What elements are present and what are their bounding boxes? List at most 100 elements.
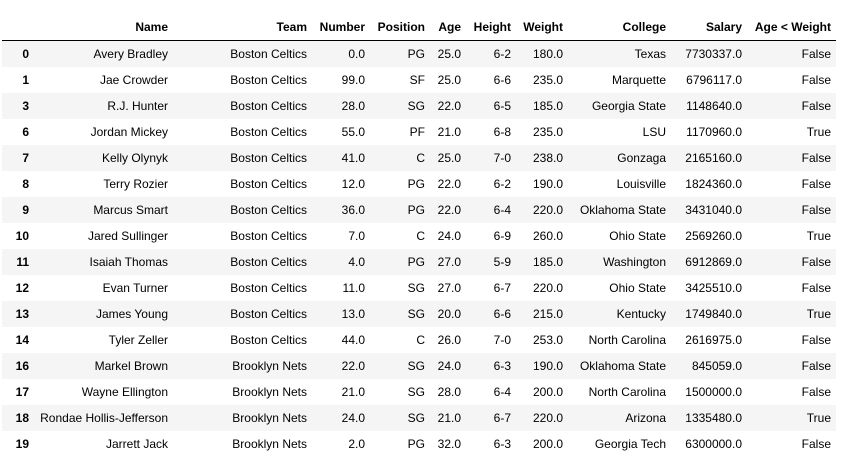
cell-height: 6-6 (493, 73, 511, 87)
table-row: 8 Terry Rozier Boston Celtics 12.0 PG 22.0 6-2… (2, 171, 836, 197)
cell-age: 22.0 (437, 177, 461, 191)
row-index: 6 (22, 125, 29, 139)
cell-height: 6-2 (493, 47, 511, 61)
cell-position: PG (407, 203, 425, 217)
cell-number: 24.0 (341, 411, 365, 425)
cell-salary: 6300000.0 (685, 437, 742, 451)
cell-team: Boston Celtics (230, 99, 307, 113)
row-index: 12 (15, 281, 29, 295)
row-index: 11 (16, 255, 29, 269)
column-header-age: Age (430, 14, 466, 41)
cell-team: Boston Celtics (230, 255, 307, 269)
cell-name: Wayne Ellington (81, 385, 168, 399)
cell-number: 28.0 (341, 99, 365, 113)
cell-team: Boston Celtics (230, 47, 307, 61)
cell-position: SF (409, 73, 425, 87)
cell-number: 41.0 (341, 151, 365, 165)
cell-age: 28.0 (437, 385, 461, 399)
cell-team: Brooklyn Nets (232, 385, 307, 399)
cell-team: Boston Celtics (230, 333, 307, 347)
cell-number: 0.0 (348, 47, 365, 61)
table-row: 13 James Young Boston Celtics 13.0 SG 20.0 6-6… (2, 301, 836, 327)
cell-salary: 1500000.0 (685, 385, 742, 399)
table-row: 7 Kelly Olynyk Boston Celtics 41.0 C 25.0 7-0 2… (2, 145, 836, 171)
cell-salary: 2569260.0 (685, 229, 742, 243)
cell-number: 4.0 (348, 255, 365, 269)
cell-age: 26.0 (437, 333, 461, 347)
cell-number: 55.0 (341, 125, 365, 139)
table-row: 3 R.J. Hunter Boston Celtics 28.0 SG 22.0 6-5 1… (2, 93, 836, 119)
cell-college: North Carolina (588, 333, 666, 347)
cell-age-lt-weight: False (801, 437, 831, 451)
cell-salary: 7730337.0 (685, 47, 742, 61)
cell-age-lt-weight: False (801, 255, 831, 269)
cell-age-lt-weight: True (806, 307, 831, 321)
cell-team: Boston Celtics (230, 125, 307, 139)
cell-salary: 2165160.0 (685, 151, 742, 165)
cell-name: Jordan Mickey (90, 125, 168, 139)
table-row: 12 Evan Turner Boston Celtics 11.0 SG 27.0 6-7… (2, 275, 836, 301)
row-index: 18 (15, 411, 29, 425)
cell-name: Tyler Zeller (108, 333, 168, 347)
cell-salary: 1170960.0 (686, 125, 742, 139)
cell-weight: 220.0 (532, 411, 563, 425)
table-row: 18 Rondae Hollis-Jefferson Brooklyn Nets 24… (2, 405, 836, 431)
cell-position: SG (407, 281, 425, 295)
cell-college: Washington (603, 255, 666, 269)
cell-position: PG (407, 437, 425, 451)
column-header-salary: Salary (671, 14, 747, 41)
cell-age-lt-weight: False (801, 333, 831, 347)
cell-age: 27.0 (437, 255, 461, 269)
cell-team: Boston Celtics (230, 229, 307, 243)
cell-weight: 180.0 (532, 47, 563, 61)
cell-age: 20.0 (437, 307, 461, 321)
cell-weight: 260.0 (532, 229, 563, 243)
row-index: 13 (15, 307, 29, 321)
cell-salary: 1148640.0 (686, 99, 742, 113)
cell-age-lt-weight: False (801, 99, 831, 113)
cell-number: 7.0 (348, 229, 365, 243)
cell-salary: 3431040.0 (685, 203, 742, 217)
cell-age: 25.0 (437, 151, 461, 165)
column-header-college: College (568, 14, 671, 41)
cell-college: Gonzaga (617, 151, 666, 165)
cell-name: James Young (95, 307, 168, 321)
cell-position: SG (407, 385, 425, 399)
cell-name: Kelly Olynyk (101, 151, 168, 165)
cell-weight: 253.0 (532, 333, 563, 347)
cell-height: 6-3 (493, 359, 511, 373)
row-index: 9 (22, 203, 29, 217)
cell-number: 13.0 (341, 307, 365, 321)
cell-weight: 185.0 (532, 99, 563, 113)
cell-weight: 200.0 (532, 385, 563, 399)
cell-weight: 220.0 (532, 203, 563, 217)
cell-college: Georgia State (591, 99, 666, 113)
cell-college: LSU (642, 125, 666, 139)
cell-age: 22.0 (437, 99, 461, 113)
cell-age-lt-weight: False (801, 177, 831, 191)
row-index: 8 (22, 177, 29, 191)
cell-number: 2.0 (348, 437, 365, 451)
cell-team: Brooklyn Nets (232, 359, 307, 373)
cell-college: Arizona (625, 411, 666, 425)
cell-weight: 215.0 (532, 307, 563, 321)
cell-height: 6-5 (493, 99, 511, 113)
cell-name: Avery Bradley (93, 47, 168, 61)
cell-salary: 6912869.0 (685, 255, 742, 269)
cell-number: 99.0 (341, 73, 365, 87)
column-header-name: Name (34, 14, 173, 41)
cell-name: Jared Sullinger (87, 229, 168, 243)
table-row: 17 Wayne Ellington Brooklyn Nets 21.0 SG 28.0… (2, 379, 836, 405)
cell-college: Texas (634, 47, 666, 61)
cell-age-lt-weight: False (801, 73, 831, 87)
row-index: 3 (22, 99, 29, 113)
cell-age-lt-weight: False (801, 151, 831, 165)
table-row: 16 Markel Brown Brooklyn Nets 22.0 SG 24.0 6-3… (2, 353, 836, 379)
cell-salary: 1824360.0 (685, 177, 742, 191)
cell-age: 32.0 (437, 437, 461, 451)
cell-height: 6-8 (493, 125, 511, 139)
row-index: 14 (15, 333, 29, 347)
cell-height: 6-6 (493, 307, 511, 321)
cell-age-lt-weight: False (801, 203, 831, 217)
cell-weight: 190.0 (532, 177, 563, 191)
